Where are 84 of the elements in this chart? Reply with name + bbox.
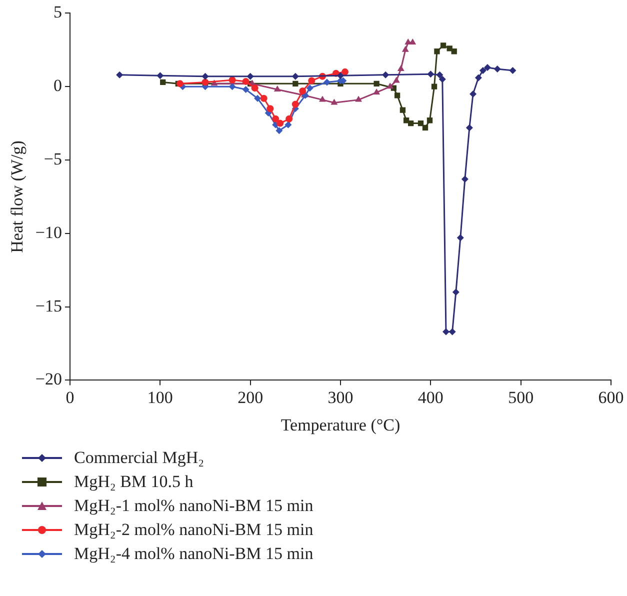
- legend-label: MgH₂ BM 10.5 h: [74, 472, 194, 492]
- point: [474, 74, 482, 82]
- point: [461, 176, 468, 183]
- point: [318, 96, 326, 102]
- point: [509, 66, 516, 74]
- y-tick-label: 0: [53, 76, 62, 96]
- point: [392, 76, 400, 83]
- point: [272, 115, 280, 122]
- point: [274, 86, 281, 92]
- legend-label: Commercial MgH₂: [74, 448, 204, 468]
- point: [276, 127, 283, 134]
- point: [202, 72, 209, 80]
- x-axis-title: Temperature (°C): [280, 415, 400, 434]
- point: [408, 120, 414, 126]
- point: [342, 68, 348, 76]
- x-tick-label: 500: [508, 388, 534, 407]
- point: [156, 72, 164, 80]
- point: [299, 88, 306, 95]
- point: [484, 64, 491, 72]
- point: [242, 78, 250, 85]
- point: [228, 76, 236, 84]
- x-tick-label: 100: [147, 388, 173, 407]
- point: [228, 83, 236, 90]
- y-tick-label: −10: [35, 222, 62, 242]
- point: [254, 94, 262, 102]
- point: [266, 105, 274, 112]
- point: [442, 328, 450, 336]
- x-tick-label: 300: [328, 388, 354, 407]
- point: [336, 72, 344, 80]
- x-tick-label: 0: [66, 388, 74, 407]
- legend-label: MgH₂-2 mol% nanoNi-BM 15 min: [74, 520, 314, 540]
- point: [116, 71, 124, 78]
- y-axis-title: Heat flow (W/g): [8, 140, 27, 253]
- point: [427, 70, 434, 78]
- point: [448, 328, 456, 336]
- point: [440, 42, 446, 48]
- x-tick-label: 200: [238, 388, 264, 407]
- point: [434, 48, 440, 54]
- point: [470, 90, 477, 98]
- point: [400, 107, 406, 113]
- point: [402, 46, 409, 52]
- legend-label: MgH₂-1 mol% nanoNi-BM 15 min: [74, 496, 314, 516]
- point: [292, 72, 299, 80]
- point: [242, 86, 250, 94]
- point: [456, 234, 464, 242]
- point: [292, 100, 299, 108]
- point: [330, 98, 338, 105]
- point: [446, 46, 452, 52]
- x-tick-label: 400: [418, 388, 444, 407]
- point: [494, 65, 501, 72]
- point: [452, 288, 460, 296]
- point: [276, 120, 284, 127]
- point: [355, 96, 362, 102]
- point: [260, 94, 268, 102]
- point: [374, 80, 380, 86]
- y-tick-label: −20: [35, 370, 62, 389]
- point: [292, 80, 298, 86]
- point: [306, 84, 314, 92]
- point: [373, 88, 380, 94]
- point: [436, 71, 444, 78]
- point: [394, 92, 400, 98]
- point: [451, 48, 457, 54]
- point: [418, 120, 424, 126]
- point: [284, 121, 292, 128]
- point: [382, 71, 390, 78]
- point: [323, 78, 330, 86]
- point: [386, 82, 394, 89]
- point: [431, 84, 438, 90]
- y-tick-label: −5: [44, 149, 62, 168]
- x-tick-label: 600: [598, 388, 624, 407]
- point: [246, 72, 254, 80]
- y-tick-label: 5: [53, 2, 62, 22]
- point: [160, 79, 166, 86]
- point: [422, 124, 428, 131]
- point: [466, 124, 473, 132]
- point: [438, 76, 446, 83]
- point: [251, 84, 258, 92]
- point: [397, 64, 404, 71]
- point: [426, 118, 433, 124]
- point: [308, 77, 316, 84]
- legend-label: MgH₂-4 mol% nanoNi-BM 15 min: [74, 544, 314, 564]
- y-tick-label: −15: [35, 296, 62, 316]
- point: [479, 66, 486, 74]
- point: [286, 115, 293, 122]
